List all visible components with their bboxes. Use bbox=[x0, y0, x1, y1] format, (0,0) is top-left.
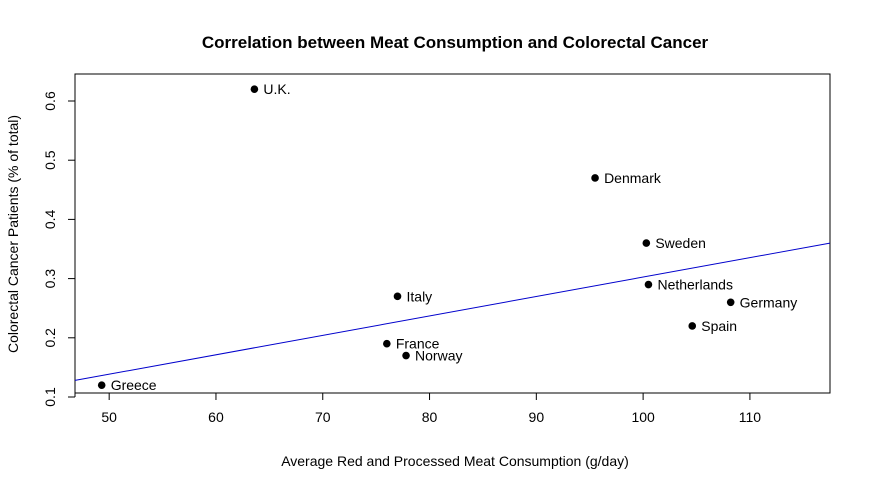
y-tick-label: 0.4 bbox=[42, 209, 58, 229]
x-tick-label: 50 bbox=[101, 409, 117, 425]
y-tick-label: 0.6 bbox=[42, 91, 58, 111]
y-tick-label: 0.2 bbox=[42, 328, 58, 348]
data-point bbox=[591, 174, 599, 182]
trendline-group bbox=[74, 242, 831, 381]
x-tick-label: 70 bbox=[315, 409, 331, 425]
data-point bbox=[383, 339, 391, 348]
data-point bbox=[644, 280, 653, 289]
point-label: Sweden bbox=[655, 235, 706, 251]
data-point bbox=[642, 239, 651, 247]
point-label: U.K. bbox=[263, 81, 290, 97]
x-axis-label: Average Red and Processed Meat Consumpti… bbox=[281, 453, 629, 469]
x-tick-label: 90 bbox=[529, 409, 545, 425]
x-tick-label: 60 bbox=[208, 409, 224, 425]
trend-line bbox=[74, 242, 831, 381]
point-label: Denmark bbox=[604, 170, 662, 186]
x-axis: 50 60 70 80 90 100 110 bbox=[101, 392, 762, 425]
x-tick-label: 80 bbox=[422, 409, 438, 425]
y-axis: 0.1 0.2 0.3 0.4 0.5 0.6 bbox=[42, 91, 76, 407]
y-axis-label: Colorectal Cancer Patients (% of total) bbox=[5, 115, 21, 353]
plot-frame bbox=[74, 73, 831, 394]
point-label: Germany bbox=[740, 294, 798, 310]
data-point bbox=[97, 381, 106, 389]
y-tick-label: 0.3 bbox=[42, 269, 58, 289]
y-tick-label: 0.1 bbox=[42, 387, 58, 407]
data-point bbox=[393, 292, 402, 301]
point-label: Italy bbox=[407, 288, 433, 304]
point-label: Netherlands bbox=[657, 277, 733, 293]
x-tick-label: 110 bbox=[739, 409, 762, 425]
points-group: U.K. Denmark Sweden Netherlands GermanySpain… bbox=[97, 81, 798, 393]
data-point bbox=[250, 85, 259, 93]
point-label: Spain bbox=[701, 318, 737, 334]
data-point bbox=[726, 298, 735, 307]
data-point bbox=[402, 351, 410, 360]
point-label: Norway bbox=[415, 348, 462, 364]
point-label: Greece bbox=[111, 377, 157, 393]
x-tick-label: 100 bbox=[631, 409, 655, 425]
chart-title: Correlation between Meat Consumption and… bbox=[202, 33, 709, 52]
point-label: France bbox=[396, 336, 440, 352]
y-tick-label: 0.5 bbox=[42, 150, 58, 170]
data-point bbox=[688, 322, 697, 330]
